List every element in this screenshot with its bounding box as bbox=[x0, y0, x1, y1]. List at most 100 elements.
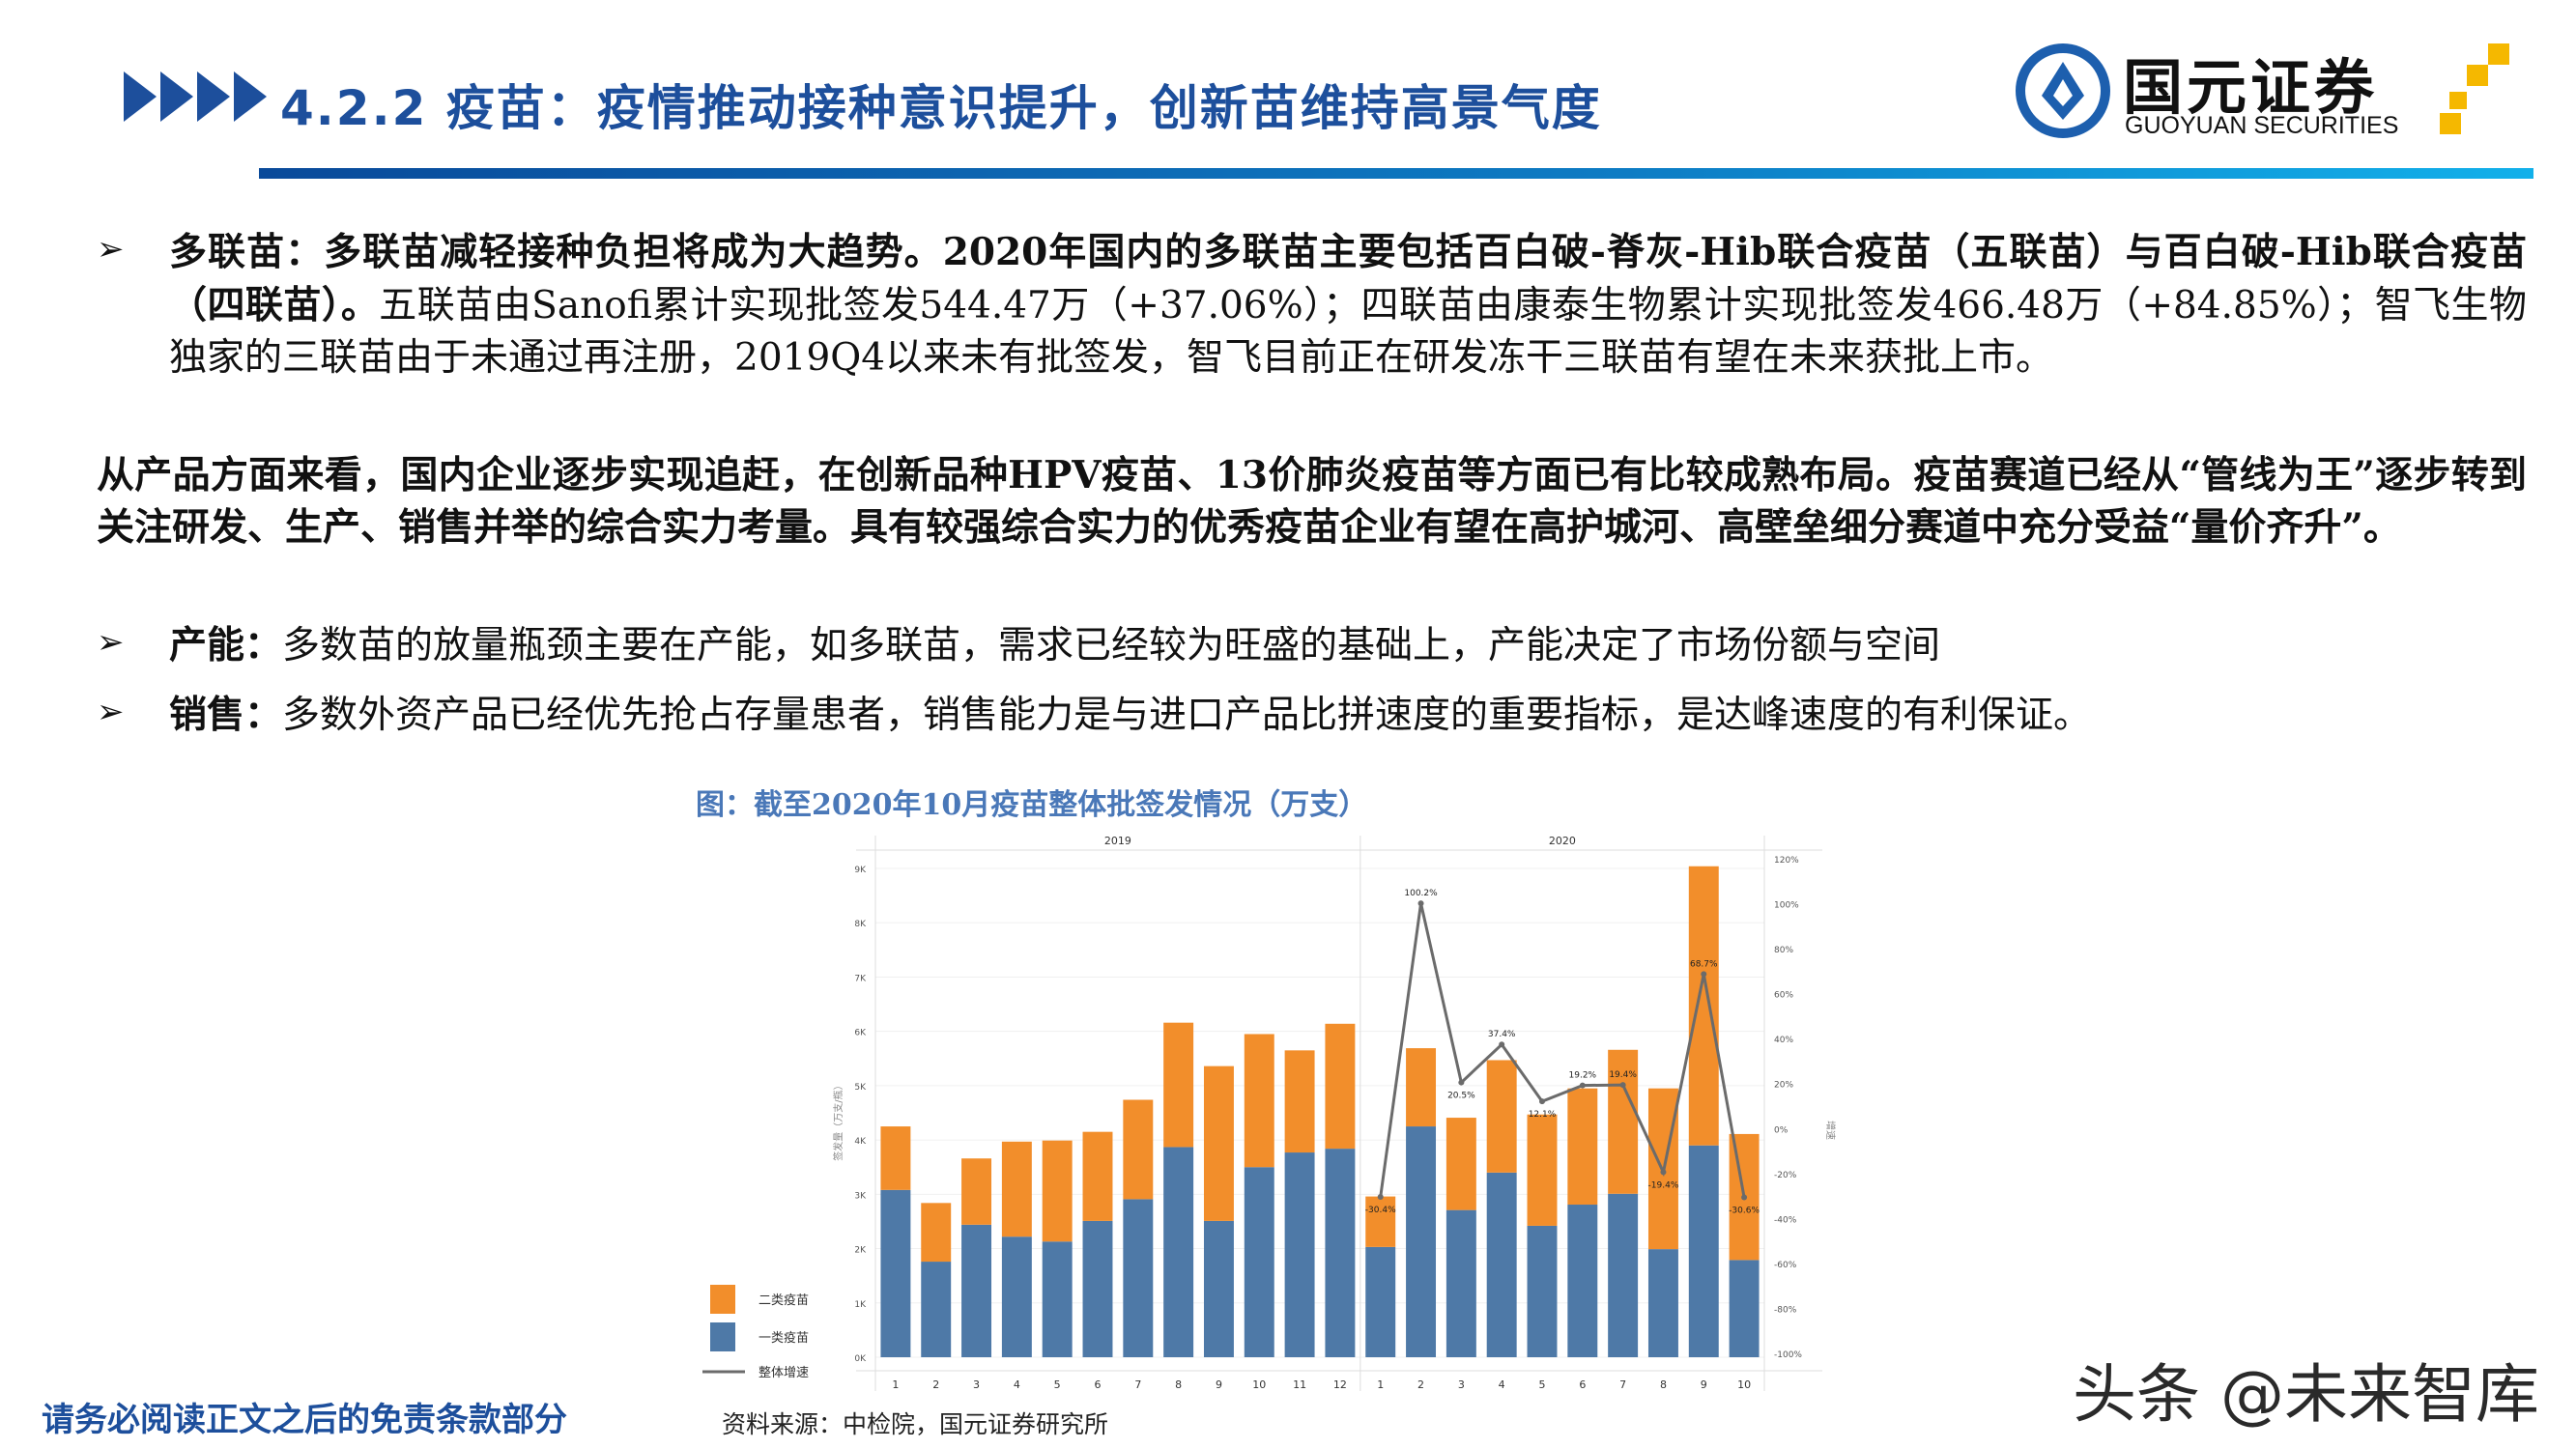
bar-class1 bbox=[1406, 1126, 1437, 1357]
x-tick-label: 9 bbox=[1216, 1378, 1222, 1391]
bar-class1 bbox=[1163, 1147, 1194, 1357]
company-logo: 国元证券 GUOYUAN SECURITIES bbox=[2015, 39, 2536, 145]
x-tick-label: 2 bbox=[1417, 1378, 1424, 1391]
group-label: 2019 bbox=[1104, 835, 1131, 847]
bar-class1 bbox=[1729, 1260, 1760, 1357]
bullet-icon: ➢ bbox=[97, 693, 125, 731]
bar-class1 bbox=[921, 1262, 952, 1357]
y-tick-label: 0K bbox=[854, 1354, 867, 1364]
y-axis-title: 签发量（万支/瓶） bbox=[832, 1080, 844, 1160]
growth-point bbox=[1377, 1194, 1384, 1201]
y-tick-label: 9K bbox=[854, 866, 867, 875]
logo-text-cn: 国元证券 bbox=[2123, 52, 2379, 123]
logo-text-en: GUOYUAN SECURITIES bbox=[2125, 112, 2399, 139]
bar-class2 bbox=[1203, 1065, 1234, 1221]
bar-class1 bbox=[1688, 1145, 1719, 1357]
bar-class2 bbox=[1284, 1050, 1315, 1153]
bar-class2 bbox=[880, 1126, 911, 1190]
y2-tick-label: 40% bbox=[1774, 1036, 1793, 1045]
bar-class1 bbox=[1244, 1167, 1274, 1357]
y2-tick-label: -80% bbox=[1774, 1305, 1797, 1315]
legend-label: 整体增速 bbox=[758, 1366, 809, 1380]
x-tick-label: 8 bbox=[1175, 1378, 1182, 1391]
y2-tick-label: 60% bbox=[1774, 991, 1793, 1001]
paragraph-product-overview: 从产品方面来看，国内企业逐步实现追赶，在创新品种HPV疫苗、13价肺炎疫苗等方面… bbox=[97, 453, 2527, 550]
bullet4-lead: 销售： bbox=[169, 693, 283, 737]
bar-class2 bbox=[1608, 1049, 1639, 1194]
bar-class1 bbox=[1001, 1236, 1032, 1357]
x-tick-label: 3 bbox=[1458, 1378, 1465, 1391]
x-tick-label: 5 bbox=[1539, 1378, 1546, 1391]
bar-class2 bbox=[961, 1158, 992, 1225]
bar-class1 bbox=[1042, 1241, 1073, 1357]
x-tick-label: 9 bbox=[1701, 1378, 1707, 1391]
y2-tick-label: -40% bbox=[1774, 1215, 1797, 1225]
growth-point bbox=[1417, 900, 1424, 907]
y-tick-label: 4K bbox=[854, 1137, 867, 1147]
bar-class1 bbox=[1082, 1220, 1113, 1357]
bar-class1 bbox=[1365, 1246, 1396, 1357]
growth-point bbox=[1701, 971, 1707, 978]
x-tick-label: 11 bbox=[1293, 1378, 1306, 1391]
page-title: 4.2.2 疫苗：疫情推动接种意识提升，创新苗维持高景气度 bbox=[280, 80, 1602, 136]
y-tick-label: 1K bbox=[854, 1300, 867, 1310]
bar-class2 bbox=[1486, 1060, 1517, 1173]
bar-class2 bbox=[1325, 1023, 1356, 1150]
x-tick-label: 1 bbox=[1377, 1378, 1384, 1391]
bar-class1 bbox=[1123, 1199, 1154, 1357]
bar-class2 bbox=[1688, 866, 1719, 1146]
group-label: 2020 bbox=[1549, 835, 1576, 847]
x-tick-label: 6 bbox=[1579, 1378, 1586, 1391]
bullet-icon: ➢ bbox=[97, 230, 125, 269]
growth-data-label: -30.6% bbox=[1729, 1206, 1760, 1215]
bar-class1 bbox=[1445, 1209, 1476, 1357]
bar-class2 bbox=[1001, 1141, 1032, 1237]
growth-point bbox=[1458, 1079, 1465, 1086]
bar-class1 bbox=[1203, 1220, 1234, 1357]
y2-tick-label: 0% bbox=[1774, 1125, 1789, 1135]
bullet3-lead: 产能： bbox=[169, 623, 283, 668]
growth-data-label: -19.4% bbox=[1648, 1180, 1679, 1190]
bar-class2 bbox=[1042, 1140, 1073, 1242]
y2-tick-label: 20% bbox=[1774, 1081, 1793, 1091]
bullet-multivalent-vaccine: 多联苗：多联苗减轻接种负担将成为大趋势。2020年国内的多联苗主要包括百白破-脊… bbox=[169, 226, 2527, 384]
watermark: 头条 @未来智库 bbox=[2073, 1357, 2539, 1432]
bar-class1 bbox=[1647, 1249, 1678, 1357]
legend-swatch bbox=[710, 1285, 735, 1314]
bar-class2 bbox=[1365, 1196, 1396, 1247]
y-tick-label: 8K bbox=[854, 920, 867, 929]
chart-source: 资料来源：中检院，国元证券研究所 bbox=[722, 1410, 1109, 1438]
bar-class1 bbox=[1608, 1193, 1639, 1357]
x-tick-label: 10 bbox=[1737, 1378, 1751, 1391]
y2-tick-label: -100% bbox=[1774, 1350, 1802, 1360]
growth-data-label: 68.7% bbox=[1690, 959, 1718, 969]
growth-point bbox=[1741, 1194, 1748, 1201]
growth-line bbox=[1379, 902, 1746, 1198]
growth-point bbox=[1539, 1098, 1545, 1105]
bullet-capacity: 产能：多数苗的放量瓶颈主要在产能，如多联苗，需求已经较为旺盛的基础上，产能决定了… bbox=[169, 619, 1940, 672]
vaccine-approval-chart: 0K 1K 2K 3K 4K 5K 6K 7K 8K 9K -100% -80% -60% -40% -20… bbox=[702, 835, 1836, 1391]
y2-tick-label: 80% bbox=[1774, 946, 1793, 955]
x-tick-label: 4 bbox=[1499, 1378, 1505, 1391]
growth-data-label: 20.5% bbox=[1447, 1092, 1475, 1101]
x-tick-label: 1 bbox=[892, 1378, 899, 1391]
y-tick-label: 5K bbox=[854, 1083, 867, 1093]
bar-class1 bbox=[1486, 1172, 1517, 1357]
growth-data-label: 12.1% bbox=[1529, 1110, 1557, 1120]
bullet-sales: 销售：多数外资产品已经优先抢占存量患者，销售能力是与进口产品比拼速度的重要指标，… bbox=[169, 689, 2091, 742]
bullet3-body: 多数苗的放量瓶颈主要在产能，如多联苗，需求已经较为旺盛的基础上，产能决定了市场份… bbox=[282, 624, 1941, 668]
x-tick-label: 5 bbox=[1054, 1378, 1061, 1391]
bar-class2 bbox=[1567, 1088, 1598, 1206]
y-tick-label: 6K bbox=[854, 1029, 867, 1038]
bar-class2 bbox=[1244, 1034, 1274, 1168]
growth-data-label: 19.4% bbox=[1609, 1070, 1637, 1080]
growth-data-label: 19.2% bbox=[1569, 1071, 1597, 1081]
growth-data-label: 100.2% bbox=[1404, 889, 1438, 898]
x-tick-label: 4 bbox=[1014, 1378, 1020, 1391]
growth-point bbox=[1499, 1041, 1505, 1048]
bar-class1 bbox=[1527, 1225, 1558, 1357]
bullet1-lead: 多联苗：多联苗减轻接种负担将成为大趋势。2020年国内的多联苗主要包括百白破-脊… bbox=[169, 230, 2527, 327]
growth-data-label: -30.4% bbox=[1365, 1206, 1396, 1215]
growth-point bbox=[1579, 1082, 1586, 1089]
bar-class1 bbox=[961, 1224, 992, 1357]
